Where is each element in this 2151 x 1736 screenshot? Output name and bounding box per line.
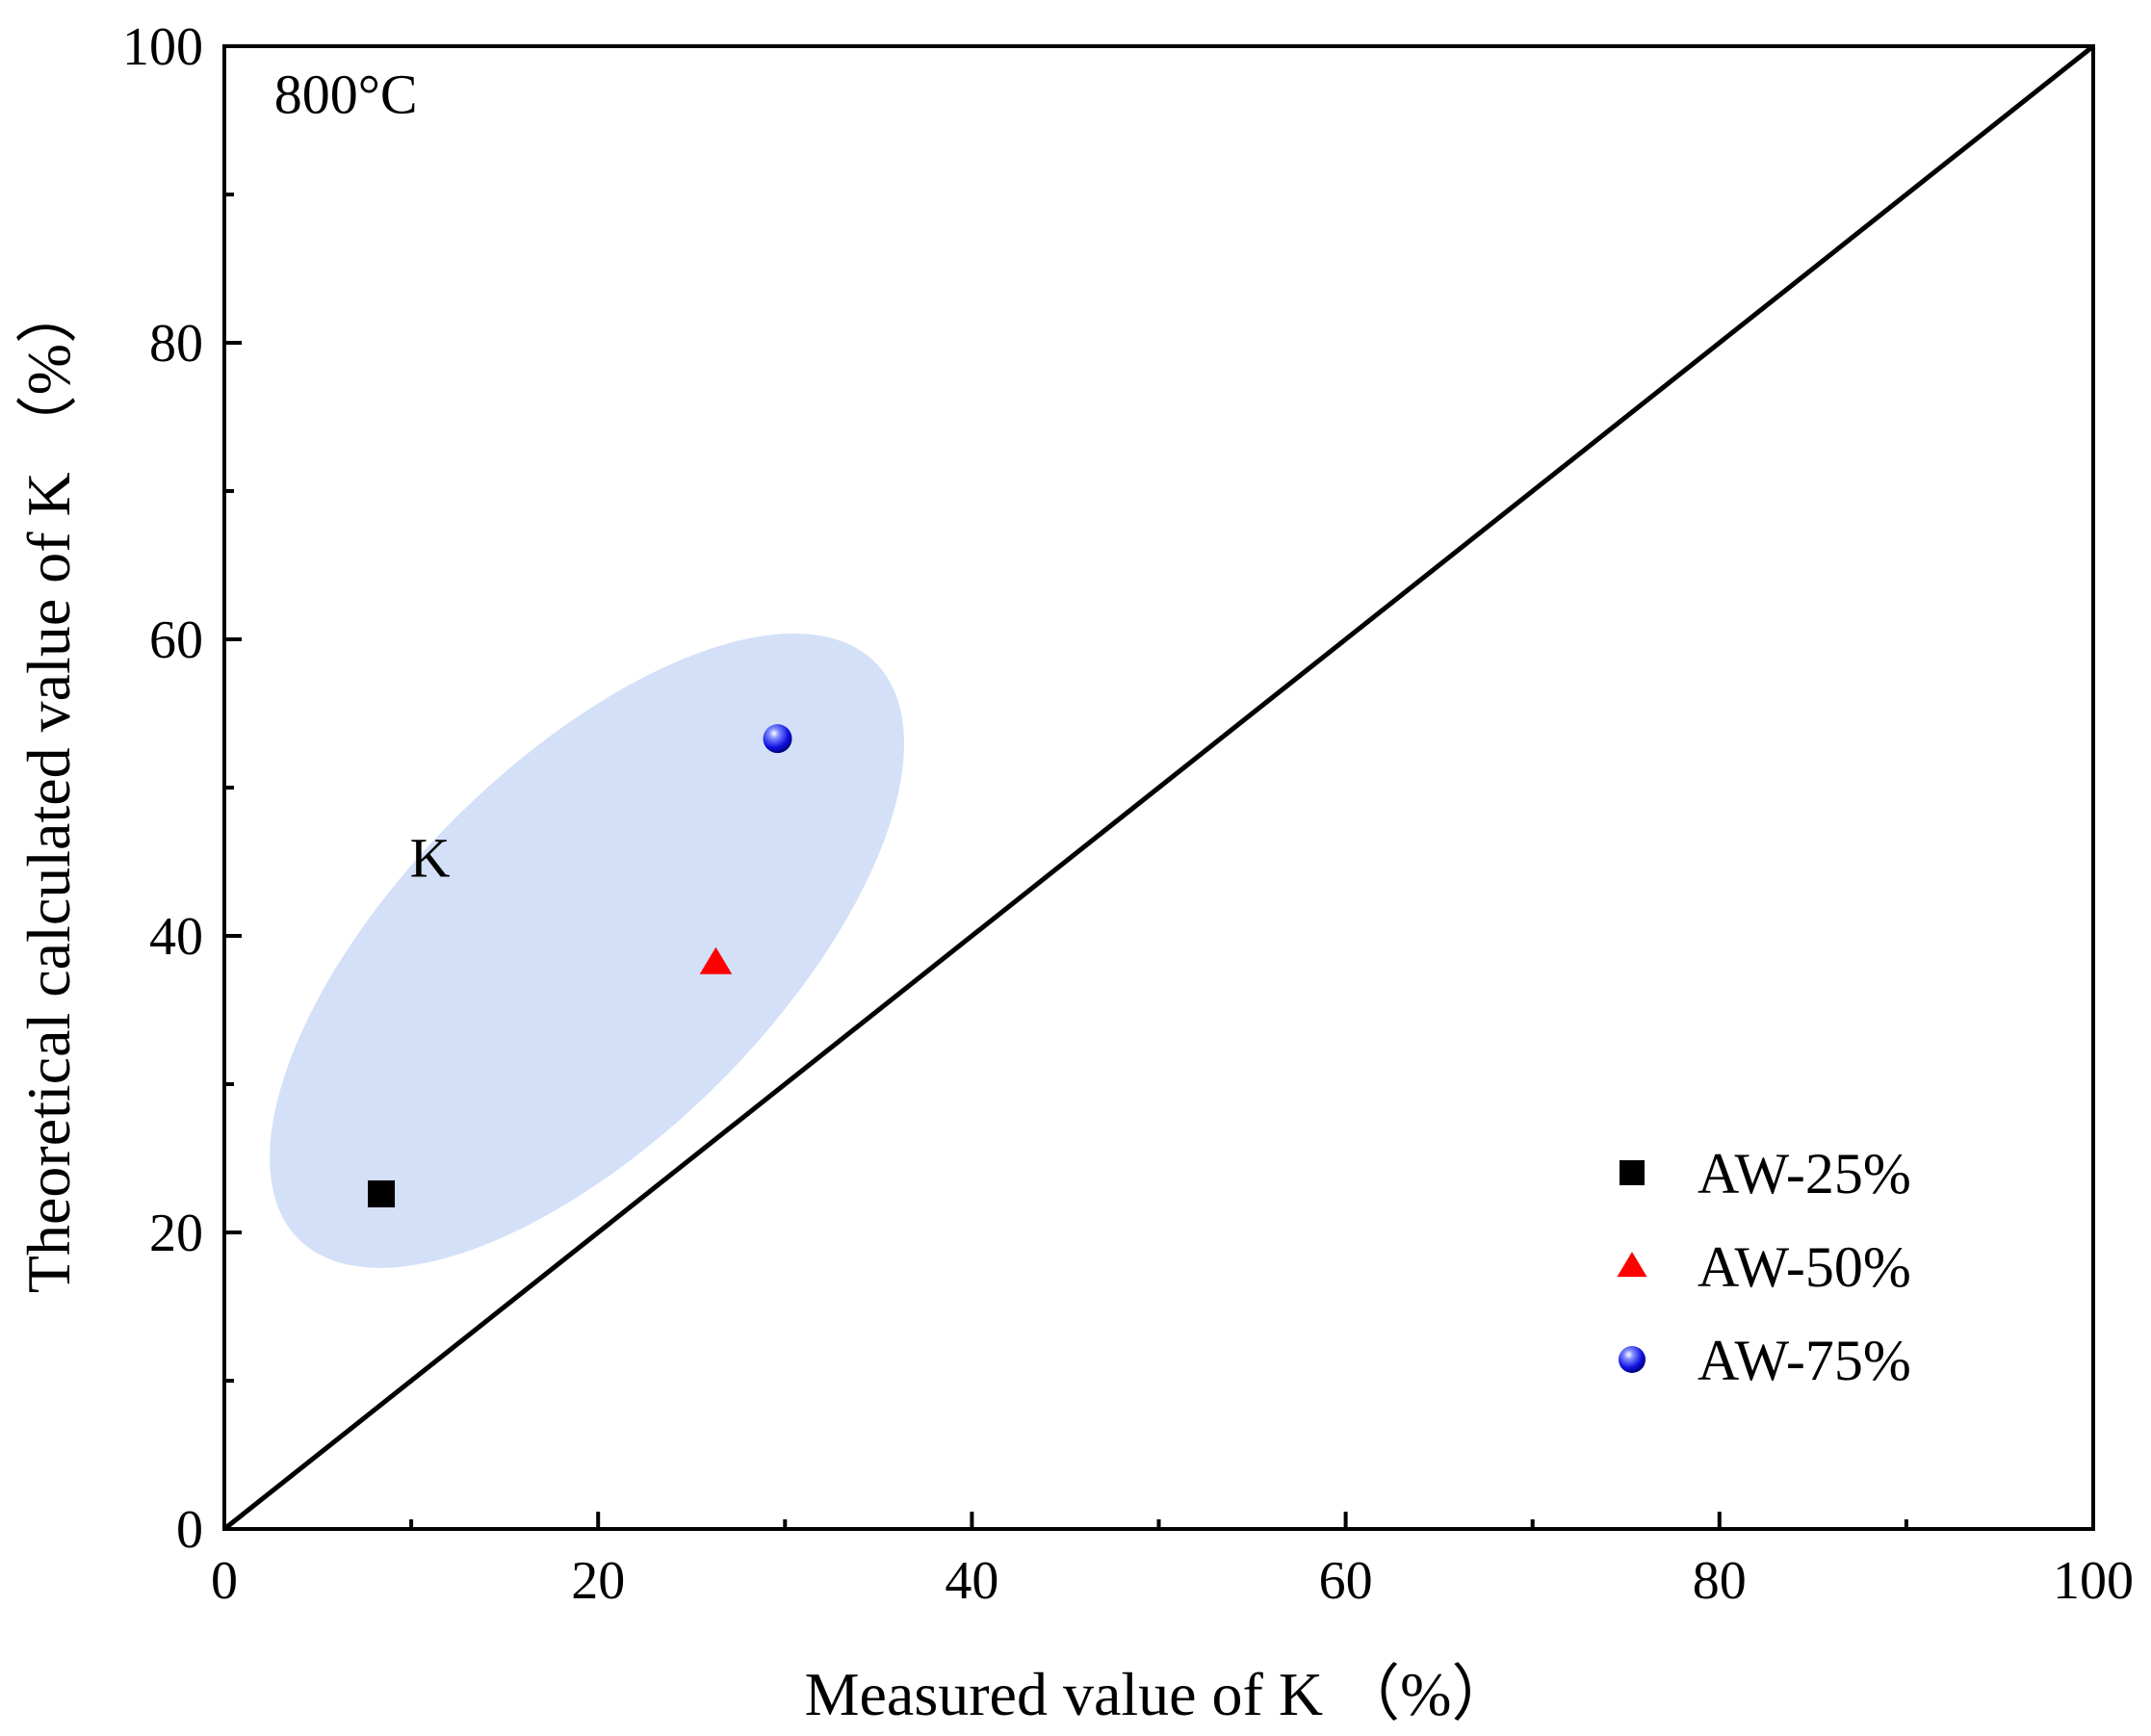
data-point-aw-50 xyxy=(699,946,733,974)
y-axis-title: Theoretical calculated value of K （%） xyxy=(14,282,83,1293)
x-axis-title: Measured value of K （%） xyxy=(805,1660,1514,1728)
legend-label: AW-75% xyxy=(1697,1329,1911,1392)
legend-label: AW-50% xyxy=(1697,1235,1911,1299)
x-tick-label: 60 xyxy=(1319,1551,1373,1611)
annotation-label: 800°C xyxy=(274,63,418,125)
y-tick-label: 60 xyxy=(149,610,203,670)
legend-marker-aw-25 xyxy=(1620,1160,1645,1185)
y-tick-label: 0 xyxy=(176,1500,203,1560)
highlight-region xyxy=(270,633,904,1268)
legend-marker-aw-75 xyxy=(1619,1346,1646,1373)
data-point-aw-75 xyxy=(763,724,792,754)
annotation-label: K xyxy=(410,826,451,889)
y-tick-label: 20 xyxy=(149,1204,203,1263)
legend: AW-25% AW-50% AW-75% xyxy=(1617,1142,1911,1392)
x-tick-label: 100 xyxy=(2053,1551,2134,1611)
x-tick-label: 40 xyxy=(945,1551,998,1611)
legend-label: AW-25% xyxy=(1697,1142,1911,1205)
y-tick-label: 40 xyxy=(149,907,203,967)
x-tick-label: 80 xyxy=(1693,1551,1747,1611)
x-tick-label: 0 xyxy=(211,1551,238,1611)
legend-marker-aw-50 xyxy=(1617,1252,1647,1278)
y-tick-label: 80 xyxy=(149,314,203,374)
y-tick-label: 100 xyxy=(122,17,203,77)
data-point-aw-25 xyxy=(368,1179,396,1207)
x-tick-label: 20 xyxy=(571,1551,625,1611)
reference-line-y-equals-x xyxy=(222,44,2095,1531)
